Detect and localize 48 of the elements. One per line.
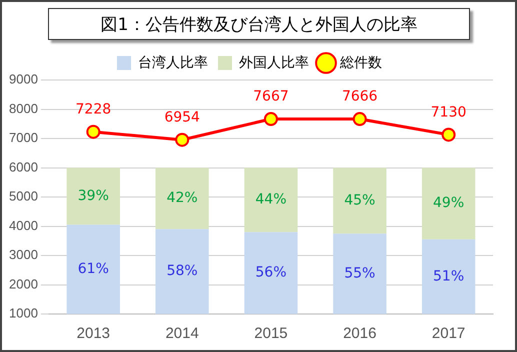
data-label: 56% xyxy=(255,264,287,281)
point xyxy=(442,128,456,142)
bar xyxy=(244,232,298,314)
bar xyxy=(244,168,298,232)
bar xyxy=(66,224,120,314)
y-tick-label: 5000 xyxy=(9,188,38,204)
data-label: 39% xyxy=(78,188,109,204)
bar xyxy=(422,239,476,314)
data-label: 55% xyxy=(344,265,376,282)
data-label: 42% xyxy=(166,190,198,206)
bar xyxy=(422,168,476,240)
bar xyxy=(333,234,386,314)
point xyxy=(175,132,190,147)
x-tick-label: 2016 xyxy=(343,325,376,342)
data-label: 58% xyxy=(166,263,198,280)
bar xyxy=(156,229,209,314)
y-tick-label: 9000 xyxy=(9,72,38,87)
data-label: 7666 xyxy=(342,88,378,105)
x-tick-label: 2013 xyxy=(76,325,110,342)
point xyxy=(352,112,367,126)
data-label: 7228 xyxy=(76,101,112,118)
x-tick-label: 2014 xyxy=(165,325,199,342)
data-label: 49% xyxy=(433,195,464,212)
x-tick-label: 2017 xyxy=(432,325,466,342)
legend-label: 総件数 xyxy=(339,54,382,70)
point xyxy=(264,112,278,126)
y-tick-label: 2000 xyxy=(9,276,38,292)
data-label: 7130 xyxy=(430,104,466,120)
x-tick-label: 2015 xyxy=(254,325,288,342)
legend-label: 外国人比率 xyxy=(239,54,309,70)
y-tick-label: 8000 xyxy=(9,100,38,116)
data-label: 6954 xyxy=(164,109,200,126)
y-tick-label: 7000 xyxy=(9,130,38,146)
data-label: 44% xyxy=(255,192,287,208)
point xyxy=(86,124,100,139)
y-tick-label: 1000 xyxy=(9,306,38,321)
data-label: 51% xyxy=(433,268,464,284)
data-label: 7667 xyxy=(253,88,289,105)
bar xyxy=(333,168,386,234)
bar xyxy=(156,168,209,230)
y-tick-label: 4000 xyxy=(9,218,38,233)
legend-label: 台湾人比率 xyxy=(138,54,208,70)
data-label: 45% xyxy=(344,192,376,208)
chart-title: 図1：公告件数及び台湾人と外国人の比率 xyxy=(48,8,470,40)
data-label: 61% xyxy=(78,261,109,278)
bar xyxy=(66,168,120,225)
y-tick-label: 6000 xyxy=(9,159,38,174)
y-tick-label: 3000 xyxy=(9,247,38,262)
